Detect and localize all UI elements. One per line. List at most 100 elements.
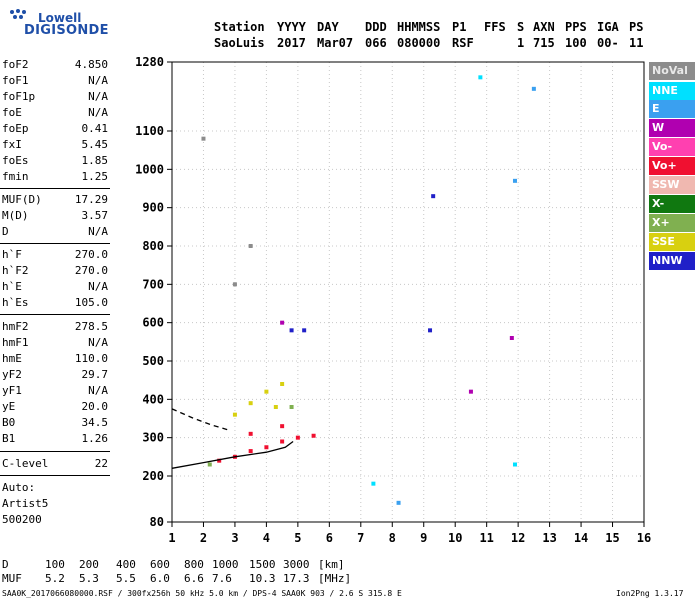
x-tick-label: 13 [542,531,556,545]
param-row: h`E N/A [2,280,108,295]
divider [0,451,110,452]
param-row: hmF1 N/A [2,336,108,351]
header-ps-label: PS [629,20,644,34]
param-value: 22 [94,457,108,470]
param-row: yF2 29.7 [2,368,108,383]
param-value: N/A [88,90,108,103]
param-name: hmE [2,352,22,365]
muf-value: 6.6 [184,572,204,585]
echo-point [201,136,206,141]
x-tick-label: 11 [479,531,493,545]
legend-label: SSW [652,178,680,191]
param-row: MUF(D) 17.29 [2,193,108,208]
param-value: 29.7 [81,368,109,381]
param-row: h`Es 105.0 [2,296,108,311]
param-name: h`F2 [2,264,29,277]
param-name: foF2 [2,58,29,71]
echo-point [512,462,517,467]
param-name: D [2,225,9,238]
legend-label: NNW [652,254,683,267]
divider [0,475,110,476]
echo-point [396,500,401,505]
param-row: h`F2 270.0 [2,264,108,279]
param-row: D N/A [2,225,108,240]
legend-item: SSE [649,233,695,251]
auto-code: 500200 [2,513,42,526]
echo-point [280,320,285,325]
x-tick-label: 2 [200,531,207,545]
param-row: hmE 110.0 [2,352,108,367]
header-day-value: Mar07 [317,36,354,50]
echo-point [428,328,433,333]
auto-method: Artist5 [2,497,49,510]
legend-item: NNW [649,252,695,270]
param-value: 20.0 [81,400,109,413]
echo-point [280,424,285,429]
echo-point [289,328,294,333]
param-value: 270.0 [74,264,108,277]
legend-label: E [652,102,660,115]
echo-point [264,445,269,450]
param-name: MUF(D) [2,193,42,206]
y-tick-label: 600 [142,316,164,330]
legend-item: X+ [649,214,695,232]
divider [0,314,110,315]
echo-point [280,439,285,444]
header-pps-label: PPS [565,20,587,34]
footer-info: SAA0K_2017066080000.RSF / 300fx256h 50 k… [2,589,402,598]
header-p1-label: P1 [452,20,467,34]
param-name: hmF2 [2,320,29,333]
param-row: yF1 N/A [2,384,108,399]
header-iga-label: IGA [597,20,619,34]
legend-label: Vo+ [652,159,677,172]
header-p1-value: RSF [452,36,474,50]
axis-ticks: 1 2 3 4 5 6 7 8 9 10 11 12 13 14 15 1680200300400500600… [135,55,651,545]
x-tick-label: 8 [389,531,396,545]
param-value: 3.57 [81,209,109,222]
param-name: fmin [2,170,29,183]
x-tick-label: 15 [605,531,619,545]
legend-label: X+ [652,216,670,229]
muf-value: 7.6 [212,572,232,585]
y-tick-label: 300 [142,431,164,445]
echo-point [248,449,253,454]
divider [0,188,110,189]
legend-item: W [649,119,695,137]
legend-label: X- [652,197,665,210]
echo-point [468,389,473,394]
muf-d-value: 3000 [283,558,310,571]
muf-value: 6.0 [150,572,170,585]
header-ddd-label: DDD [365,20,387,34]
echo-point [280,382,285,386]
legend-label: NoVal [652,64,688,77]
y-tick-label: 400 [142,392,164,406]
param-row: foEs 1.85 [2,154,108,169]
legend-label: W [652,121,665,134]
x-tick-label: 4 [263,531,270,545]
param-name: foE [2,106,22,119]
echo-point [207,462,212,467]
muf-d-value: 200 [79,558,99,571]
param-value: 17.29 [74,193,108,206]
y-tick-label: 800 [142,239,164,253]
param-value: 1.85 [81,154,109,167]
header-axn-value: 715 [533,36,555,50]
x-tick-label: 1 [168,531,175,545]
echo-point [248,244,253,248]
param-row: B1 1.26 [2,432,108,447]
legend-item: NoVal [649,62,695,80]
muf-d-value: 100 [45,558,65,571]
header-station-value: SaoLuis [214,36,265,50]
param-name: M(D) [2,209,29,222]
x-tick-label: 7 [357,531,364,545]
header-axn-label: AXN [533,20,555,34]
param-row: C-level 22 [2,457,108,472]
muf-value: 5.3 [79,572,99,585]
param-name: foEp [2,122,29,135]
digisonde-logo-icon [10,9,26,19]
y-tick-label: 500 [142,354,164,368]
param-value: N/A [88,225,108,238]
param-value: 105.0 [74,296,108,309]
